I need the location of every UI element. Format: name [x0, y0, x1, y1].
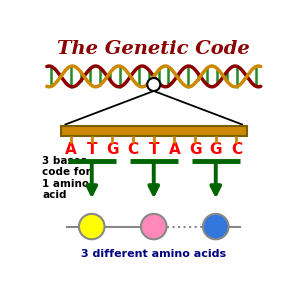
Text: 3 bases
code for
1 amino
acid: 3 bases code for 1 amino acid: [42, 156, 91, 200]
Text: A: A: [65, 142, 77, 157]
Text: A: A: [169, 142, 180, 157]
Text: C: C: [231, 142, 242, 157]
Text: T: T: [148, 142, 159, 157]
Text: 3 different amino acids: 3 different amino acids: [81, 249, 226, 259]
Text: G: G: [106, 142, 119, 157]
Text: T: T: [86, 142, 97, 157]
Circle shape: [203, 214, 229, 239]
Text: G: G: [189, 142, 201, 157]
Circle shape: [79, 214, 104, 239]
Text: The Genetic Code: The Genetic Code: [57, 40, 250, 58]
Text: G: G: [209, 142, 222, 157]
Circle shape: [141, 214, 167, 239]
FancyBboxPatch shape: [61, 126, 247, 136]
Circle shape: [147, 78, 160, 91]
Text: C: C: [128, 142, 139, 157]
